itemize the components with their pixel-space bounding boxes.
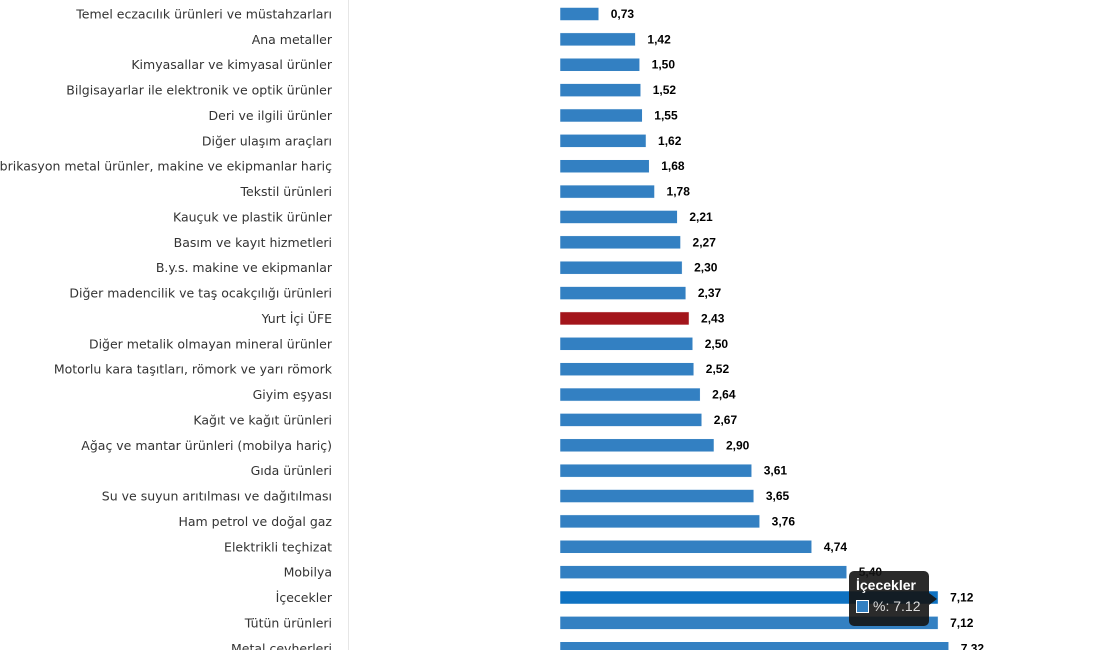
category-label: Su ve suyun arıtılması ve dağıtılması <box>102 489 332 504</box>
category-label: B.y.s. makine ve ekipmanlar <box>156 260 333 275</box>
data-label: 3,65 <box>766 489 790 503</box>
category-label: Ana metaller <box>252 32 333 47</box>
bar[interactable] <box>559 590 939 605</box>
category-label: Diğer metalik olmayan mineral ürünler <box>89 336 333 351</box>
data-label: 7,32 <box>961 641 985 650</box>
bar[interactable] <box>559 438 715 453</box>
bar[interactable] <box>559 260 683 275</box>
data-label: 0,73 <box>611 7 635 21</box>
bar[interactable] <box>559 413 703 427</box>
data-label: 1,62 <box>658 134 682 148</box>
category-label: Gıda ürünleri <box>251 463 332 478</box>
data-label: 2,90 <box>726 438 750 452</box>
data-label: 1,55 <box>654 108 678 122</box>
category-label: Ham petrol ve doğal gaz <box>178 514 332 529</box>
data-label: 1,52 <box>653 83 677 97</box>
bar[interactable] <box>559 641 949 650</box>
tooltip-title: İçecekler <box>856 577 916 593</box>
bar[interactable] <box>559 184 655 199</box>
category-label: Diğer ulaşım araçları <box>202 133 332 148</box>
category-label: Basım ve kayıt hizmetleri <box>174 235 332 250</box>
category-label: Metal cevherleri <box>231 641 332 650</box>
data-label: 2,37 <box>698 286 722 300</box>
bar[interactable] <box>559 32 636 47</box>
category-label: Motorlu kara taşıtları, römork ve yarı r… <box>54 362 333 377</box>
category-label: Fabrikasyon metal ürünler, makine ve eki… <box>0 159 332 174</box>
category-label: Bilgisayarlar ile elektronik ve optik ür… <box>66 83 333 98</box>
bar[interactable] <box>559 387 701 402</box>
bar[interactable] <box>559 489 755 503</box>
bar[interactable] <box>559 337 693 351</box>
data-label: 2,52 <box>706 362 730 376</box>
category-label: Diğer madencilik ve taş ocakçılığı ürünl… <box>69 286 332 301</box>
bar[interactable] <box>559 7 600 21</box>
data-label: 4,74 <box>824 540 848 554</box>
bar[interactable] <box>559 463 752 478</box>
bar[interactable] <box>559 210 678 224</box>
category-label: Giyim eşyası <box>253 387 332 402</box>
bar[interactable] <box>559 159 650 173</box>
category-label: Ağaç ve mantar ürünleri (mobilya hariç) <box>81 438 332 453</box>
bar[interactable] <box>559 565 847 579</box>
data-label: 1,78 <box>667 185 691 199</box>
data-label: 7,12 <box>950 591 974 605</box>
data-label: 2,27 <box>693 235 717 249</box>
data-label: 3,61 <box>764 464 788 478</box>
data-label: 2,21 <box>689 210 713 224</box>
category-label: Kağıt ve kağıt ürünleri <box>193 412 332 427</box>
bar[interactable] <box>559 286 687 300</box>
bar[interactable] <box>559 362 695 376</box>
bar[interactable] <box>559 540 812 554</box>
bar[interactable] <box>559 83 641 97</box>
data-label: 2,67 <box>714 413 738 427</box>
category-label: Temel eczacılık ürünleri ve müstahzarlar… <box>75 7 332 22</box>
category-label: Tekstil ürünleri <box>240 184 332 199</box>
category-label: İçecekler <box>276 590 333 605</box>
tooltip-arrow <box>929 593 937 605</box>
data-label: 2,43 <box>701 311 725 325</box>
tooltip-value: %: 7.12 <box>873 598 921 614</box>
data-label: 1,68 <box>661 159 685 173</box>
data-label: 3,76 <box>772 514 796 528</box>
bar[interactable] <box>559 57 640 72</box>
data-label: 1,50 <box>652 58 676 72</box>
bar[interactable] <box>559 108 643 123</box>
bar[interactable] <box>559 311 690 326</box>
bar[interactable] <box>559 134 647 148</box>
bar[interactable] <box>559 616 939 630</box>
category-label: Kimyasallar ve kimyasal ürünler <box>131 57 332 72</box>
tooltip: İçecekler %: 7.12 <box>849 571 937 626</box>
data-label: 2,30 <box>694 261 718 275</box>
data-label: 2,50 <box>705 337 729 351</box>
category-label: Deri ve ilgili ürünler <box>209 108 333 123</box>
legend-swatch <box>856 599 869 613</box>
category-label: Kauçuk ve plastik ürünler <box>173 209 333 224</box>
category-label: Tütün ürünleri <box>244 615 332 630</box>
data-label: 1,42 <box>647 32 671 46</box>
bar[interactable] <box>559 235 681 250</box>
data-label: 2,64 <box>712 388 736 402</box>
category-label: Yurt İçi ÜFE <box>261 310 332 326</box>
data-label: 7,12 <box>950 616 974 630</box>
category-label: Mobilya <box>284 565 332 580</box>
category-label: Elektrikli teçhizat <box>224 539 332 554</box>
bar[interactable] <box>559 514 760 529</box>
